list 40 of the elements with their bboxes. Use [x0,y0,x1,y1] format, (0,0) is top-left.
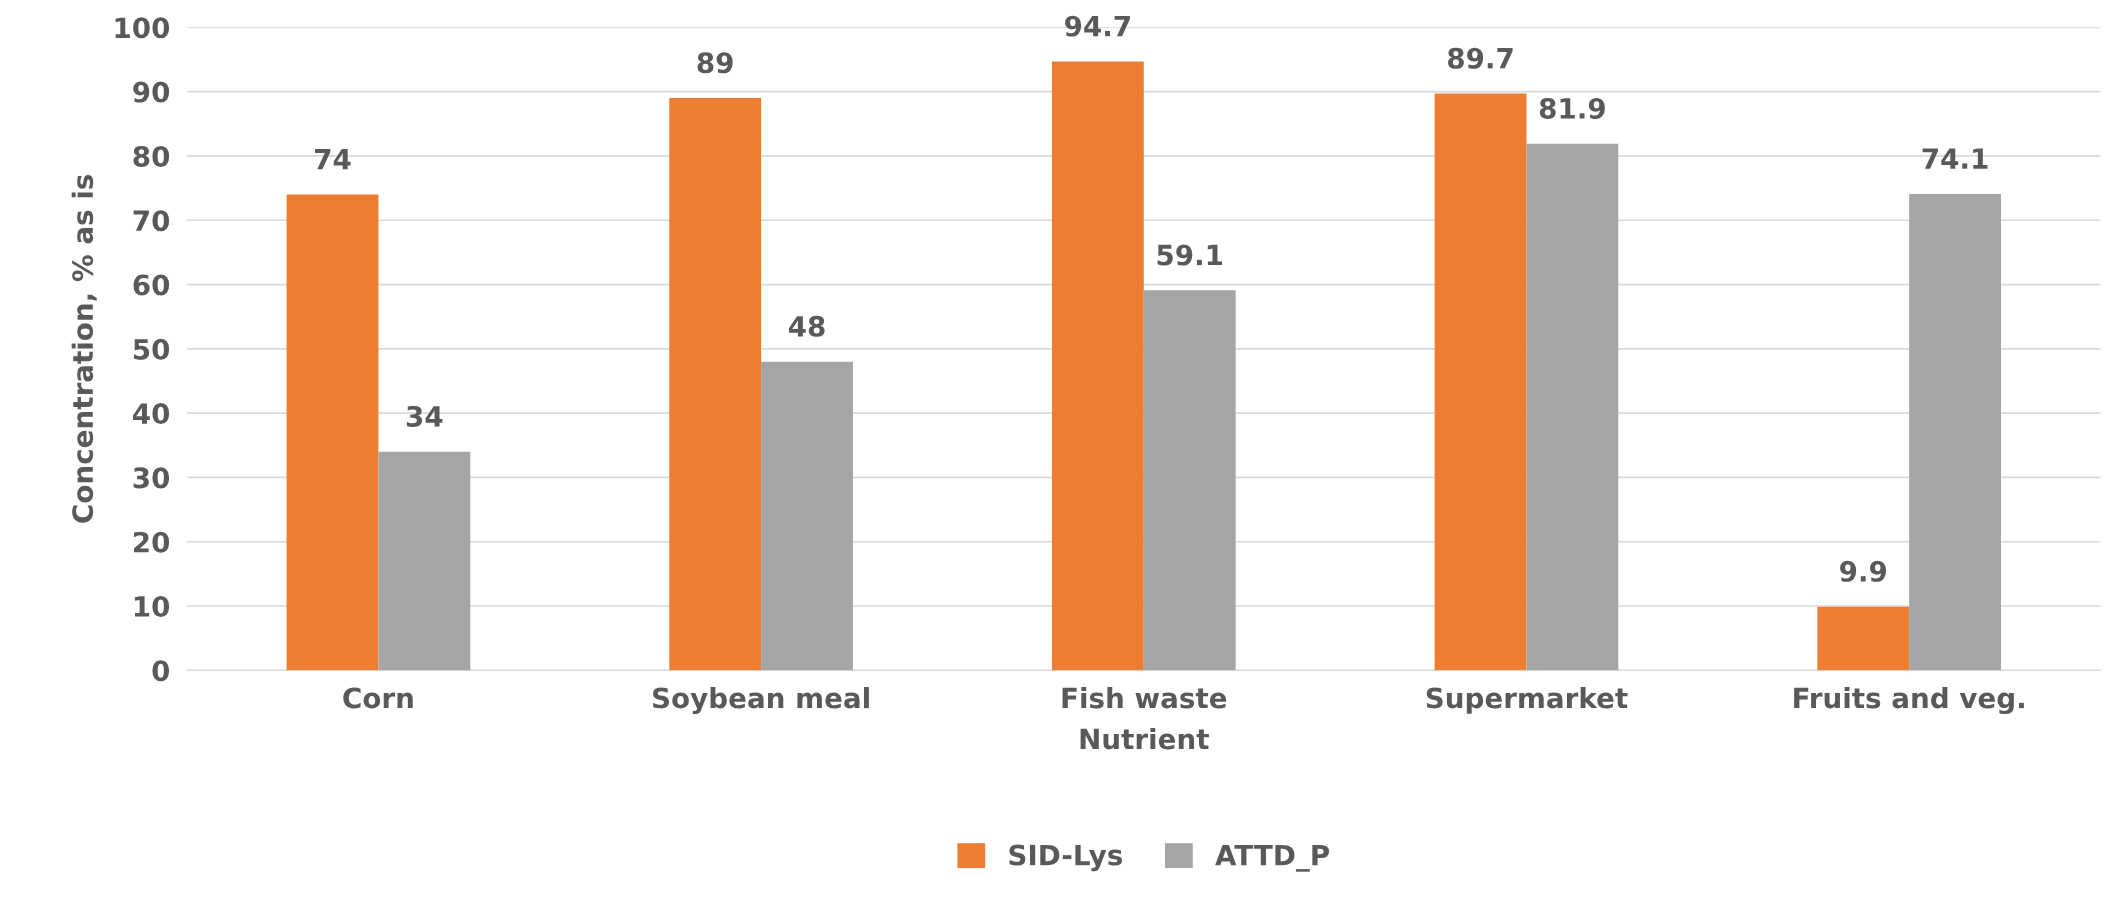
data-label: 9.9 [1840,560,1887,582]
legend-label: ATTD_P [1215,844,1330,872]
data-label: 74 [315,149,351,170]
bar [761,361,853,671]
data-label: 74.1 [1922,148,1988,169]
y-tick-label: 20 [133,531,170,553]
bar [378,451,471,671]
data-label: 59.1 [1157,244,1223,266]
x-tick-label: Supermarket [1426,686,1628,714]
y-tick-label: 80 [133,145,170,167]
bar [286,194,379,671]
y-tick-label: 100 [115,17,170,39]
data-label: 34 [406,405,443,427]
y-tick-label: 0 [152,660,170,682]
bar [1051,61,1144,671]
legend-label: SID-Lys [1009,844,1123,872]
bar [1909,193,2001,671]
x-tick-label: Fish waste [1062,686,1227,709]
data-label: 89 [697,52,733,74]
bar [1143,290,1236,671]
data-label: 94.7 [1065,15,1130,37]
x-tick-label: Soybean meal [653,686,869,715]
y-tick-label: 30 [133,467,170,489]
y-tick-label: 10 [134,595,170,617]
bar [1434,93,1527,671]
y-tick-label: 70 [133,210,170,232]
y-tick-label: 60 [133,274,170,296]
data-label: 48 [788,315,825,337]
x-tick-label: Fruits and veg. [1794,686,2024,715]
bar [1817,606,1910,671]
bar [1526,143,1619,671]
data-label: 89.7 [1447,47,1513,69]
x-axis-title: Nutrient [1080,727,1209,750]
x-tick-label: Corn [343,687,413,709]
bar [669,98,762,671]
y-tick-label: 40 [133,403,170,425]
y-tick-label: 50 [133,338,170,360]
y-tick-label: 90 [133,81,170,103]
y-axis-title: Concentration, % as is [71,174,97,523]
data-label: 81.9 [1539,97,1605,119]
